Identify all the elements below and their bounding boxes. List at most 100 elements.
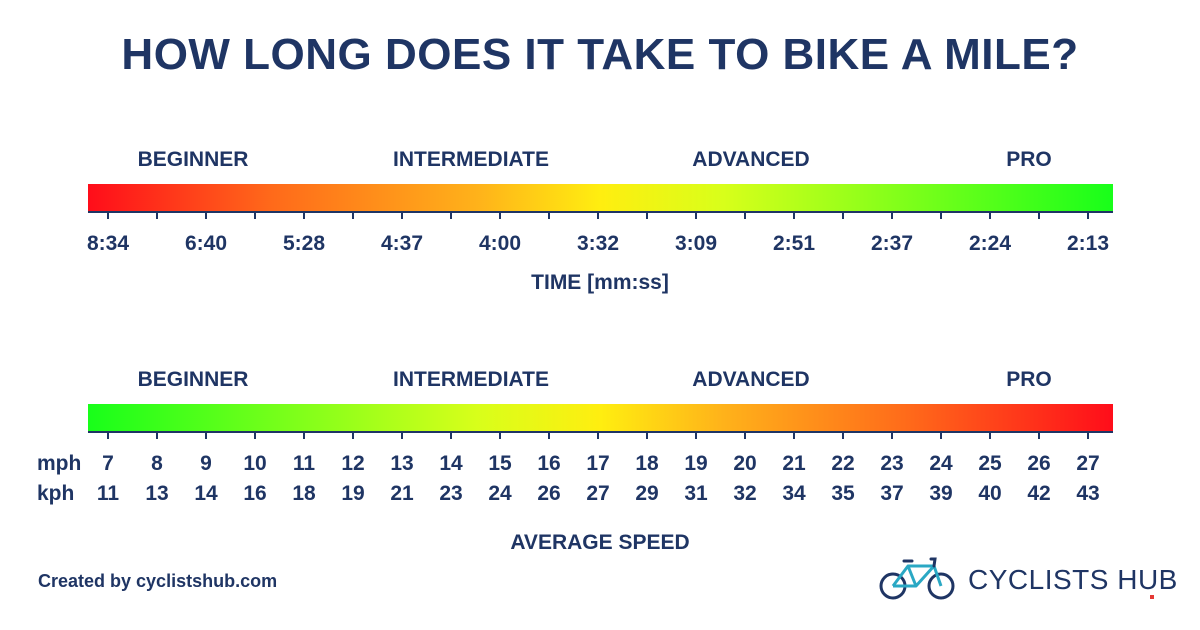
speed-tick [1087, 431, 1089, 439]
time-tick [499, 211, 501, 219]
speed-gradient-bar [88, 404, 1113, 431]
speed-tick [989, 431, 991, 439]
speed-tick [499, 431, 501, 439]
level-label-advanced: ADVANCED [692, 368, 810, 391]
kph-tick-label: 29 [635, 482, 659, 505]
kph-tick-label: 39 [929, 482, 953, 505]
kph-tick-label: 24 [488, 482, 512, 505]
kph-tick-label: 43 [1076, 482, 1100, 505]
logo-word-hub: HUB [1117, 564, 1178, 599]
time-tick-label: 2:24 [968, 232, 1012, 255]
speed-tick [450, 431, 452, 439]
mph-tick-label: 22 [831, 452, 855, 475]
kph-tick-label: 19 [341, 482, 365, 505]
speed-tick [646, 431, 648, 439]
time-minor-tick [842, 211, 844, 219]
logo-wordmark: CYCLISTS HUB [968, 564, 1178, 599]
kph-unit-label: kph [37, 482, 75, 505]
speed-tick [793, 431, 795, 439]
mph-unit-label: mph [37, 452, 82, 475]
time-tick-label: 2:37 [870, 232, 914, 255]
kph-tick-label: 26 [537, 482, 561, 505]
time-minor-tick [646, 211, 648, 219]
level-label-beginner: BEGINNER [137, 148, 249, 171]
kph-tick-label: 21 [390, 482, 414, 505]
kph-tick-label: 16 [243, 482, 267, 505]
kph-tick-label: 34 [782, 482, 806, 505]
logo-word-cyclists: CYCLISTS [968, 564, 1109, 595]
time-tick-label: 5:28 [282, 232, 326, 255]
credit-text: Created by cyclistshub.com [38, 571, 278, 591]
mph-tick-label: 25 [978, 452, 1002, 475]
mph-tick-label: 9 [200, 452, 212, 475]
mph-tick-label: 20 [733, 452, 757, 475]
mph-tick-label: 17 [586, 452, 610, 475]
kph-tick-label: 11 [96, 482, 120, 505]
kph-tick-label: 37 [880, 482, 904, 505]
page-title: HOW LONG DOES IT TAKE TO BIKE A MILE? [121, 30, 1079, 79]
mph-tick-label: 27 [1076, 452, 1100, 475]
speed-tick [842, 431, 844, 439]
time-tick-label: 3:09 [674, 232, 718, 255]
time-tick-label: 6:40 [184, 232, 228, 255]
time-axis-title: TIME [mm:ss] [531, 271, 669, 294]
speed-tick [940, 431, 942, 439]
time-tick-label: 2:51 [772, 232, 816, 255]
speed-tick [744, 431, 746, 439]
time-tick-label: 8:34 [86, 232, 130, 255]
speed-tick [303, 431, 305, 439]
time-tick [303, 211, 305, 219]
mph-tick-label: 14 [439, 452, 463, 475]
mph-tick-label: 7 [102, 452, 114, 475]
kph-tick-label: 23 [439, 482, 463, 505]
level-label-intermediate: INTERMEDIATE [393, 368, 549, 391]
time-minor-tick [548, 211, 550, 219]
kph-tick-label: 40 [978, 482, 1002, 505]
mph-tick-label: 10 [243, 452, 267, 475]
mph-tick-label: 13 [390, 452, 414, 475]
time-tick [1087, 211, 1089, 219]
speed-axis-line [88, 431, 1113, 433]
kph-tick-label: 18 [292, 482, 316, 505]
level-label-pro: PRO [1006, 148, 1052, 171]
speed-tick [695, 431, 697, 439]
time-tick [989, 211, 991, 219]
mph-tick-label: 15 [488, 452, 512, 475]
time-tick [401, 211, 403, 219]
mph-tick-label: 23 [880, 452, 904, 475]
kph-tick-label: 32 [733, 482, 757, 505]
mph-tick-label: 11 [292, 452, 316, 475]
time-tick-label: 3:32 [576, 232, 620, 255]
speed-tick [254, 431, 256, 439]
cyclists-hub-logo: CYCLISTS HUB [878, 552, 1178, 604]
time-gradient-bar [88, 184, 1113, 211]
speed-tick [548, 431, 550, 439]
level-label-advanced: ADVANCED [692, 148, 810, 171]
speed-axis-title: AVERAGE SPEED [510, 531, 690, 554]
speed-tick [1038, 431, 1040, 439]
kph-tick-label: 13 [145, 482, 169, 505]
kph-tick-label: 31 [684, 482, 708, 505]
speed-tick [597, 431, 599, 439]
speed-tick [205, 431, 207, 439]
mph-tick-label: 12 [341, 452, 365, 475]
time-minor-tick [1038, 211, 1040, 219]
level-label-intermediate: INTERMEDIATE [393, 148, 549, 171]
time-minor-tick [156, 211, 158, 219]
time-axis-line [88, 211, 1113, 213]
speed-tick [891, 431, 893, 439]
kph-tick-label: 27 [586, 482, 610, 505]
level-label-pro: PRO [1006, 368, 1052, 391]
time-tick [793, 211, 795, 219]
mph-tick-label: 26 [1027, 452, 1051, 475]
time-tick [205, 211, 207, 219]
kph-tick-label: 35 [831, 482, 855, 505]
logo-red-dot [1150, 595, 1155, 599]
time-tick [597, 211, 599, 219]
mph-tick-label: 18 [635, 452, 659, 475]
kph-tick-label: 42 [1027, 482, 1051, 505]
time-tick [891, 211, 893, 219]
kph-tick-label: 14 [194, 482, 218, 505]
time-minor-tick [254, 211, 256, 219]
time-minor-tick [352, 211, 354, 219]
